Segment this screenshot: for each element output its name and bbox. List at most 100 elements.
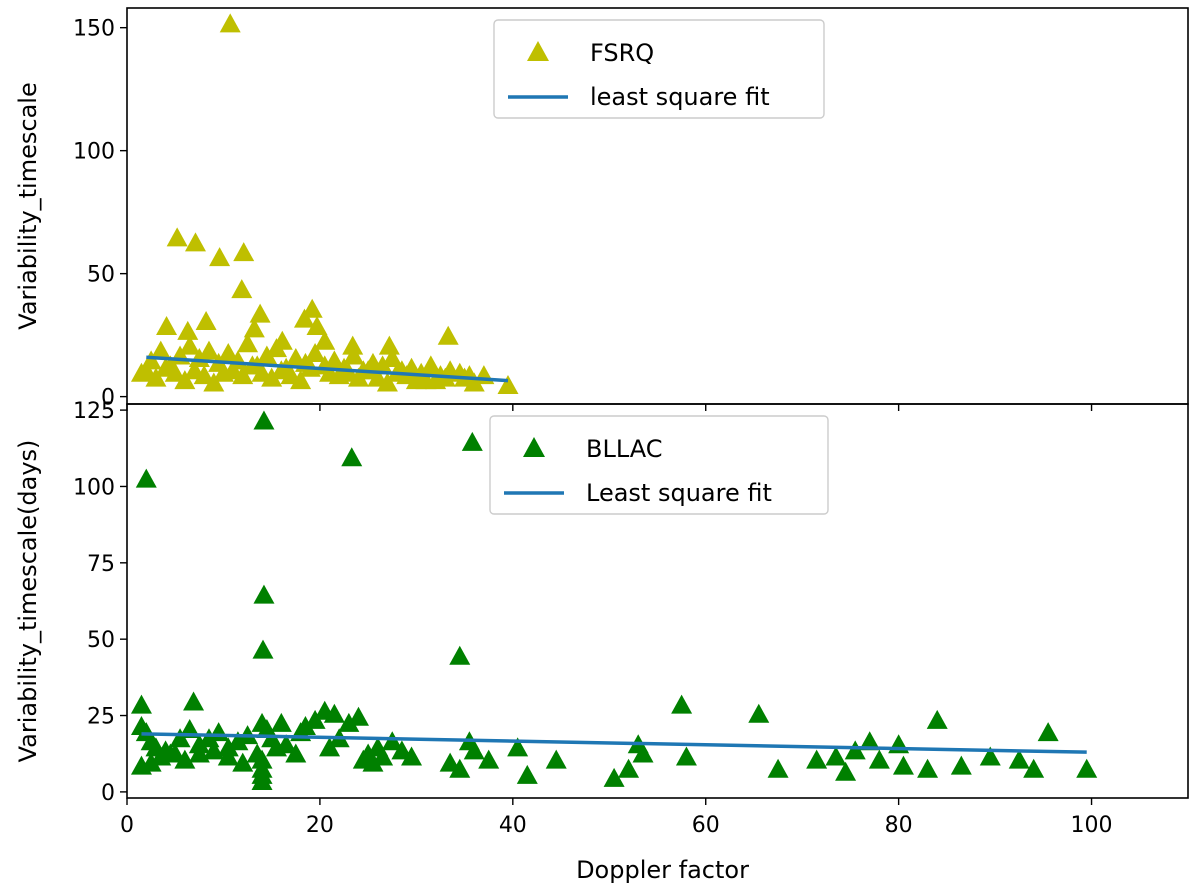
data-point	[212, 362, 234, 382]
data-point	[249, 303, 271, 323]
data-point	[463, 740, 485, 760]
y-axis-label: Variability_timescale(days)	[14, 440, 42, 763]
data-point	[767, 758, 789, 778]
data-point	[950, 755, 972, 775]
data-point	[227, 731, 249, 751]
data-point	[290, 370, 312, 390]
data-point	[323, 703, 345, 723]
data-point	[507, 737, 529, 757]
data-point	[306, 315, 328, 335]
data-point	[293, 308, 315, 328]
legend: BLLAC Least square fit	[489, 415, 829, 515]
data-point	[253, 584, 275, 604]
data-point	[314, 330, 336, 350]
data-point	[217, 746, 239, 766]
data-point	[195, 311, 217, 331]
data-point	[150, 340, 172, 360]
data-point	[174, 370, 196, 390]
data-point	[285, 743, 307, 763]
x-tick-label: 40	[499, 813, 527, 838]
legend: FSRQ least square fit	[493, 19, 825, 119]
data-point	[261, 367, 283, 387]
data-point	[463, 372, 485, 392]
data-point	[177, 320, 199, 340]
data-point	[859, 731, 881, 751]
data-point	[376, 372, 398, 392]
data-point	[835, 761, 857, 781]
data-point	[174, 749, 196, 769]
data-point	[270, 360, 292, 380]
data-point	[294, 715, 316, 735]
data-point	[301, 298, 323, 318]
data-points	[130, 410, 1098, 790]
data-point	[252, 639, 274, 659]
legend-box	[489, 415, 829, 515]
data-point	[497, 375, 519, 395]
data-point	[343, 345, 365, 365]
y-tick-label: 75	[87, 552, 115, 577]
legend-label-scatter: FSRQ	[590, 39, 654, 67]
y-tick-label: 0	[101, 781, 115, 806]
x-tick-label: 80	[885, 813, 913, 838]
data-point	[253, 410, 275, 430]
data-point	[280, 365, 302, 385]
data-point	[347, 706, 369, 726]
y-tick-label: 150	[73, 17, 115, 42]
legend-label-fit: least square fit	[590, 83, 770, 111]
y-tick-label: 100	[73, 140, 115, 165]
data-point	[926, 709, 948, 729]
data-point	[135, 468, 157, 488]
data-point	[341, 447, 363, 467]
data-point	[130, 694, 152, 714]
data-point	[231, 279, 253, 299]
legend-label-scatter: BLLAC	[586, 435, 663, 463]
data-point	[1008, 749, 1030, 769]
data-point	[232, 365, 254, 385]
data-point	[381, 347, 403, 367]
data-points	[130, 13, 519, 395]
data-point	[367, 367, 389, 387]
data-point	[342, 335, 364, 355]
data-point	[164, 362, 186, 382]
data-point	[425, 370, 447, 390]
data-point	[140, 752, 162, 772]
data-point	[243, 318, 265, 338]
data-point	[304, 343, 326, 363]
data-point	[516, 764, 538, 784]
data-point	[892, 755, 914, 775]
panel-bottom: 0 25 50 75 100 125 0 20 40 60 80 100 Variability_tim…	[14, 399, 1189, 884]
data-point	[266, 338, 288, 358]
data-point	[381, 731, 403, 751]
legend-box	[493, 19, 825, 119]
data-point	[159, 743, 181, 763]
data-point	[675, 746, 697, 766]
data-point	[338, 362, 360, 382]
panel-top: 0 50 100 150 Variability_timescale FSRQ least …	[14, 7, 1189, 411]
data-point	[449, 758, 471, 778]
data-point	[478, 749, 500, 769]
data-point	[1037, 722, 1059, 742]
x-tick-label: 60	[692, 813, 720, 838]
data-point	[545, 749, 567, 769]
data-point	[461, 431, 483, 451]
data-point	[135, 360, 157, 380]
data-point	[420, 355, 442, 375]
x-tick-label: 0	[120, 813, 134, 838]
data-point	[632, 743, 654, 763]
data-point	[362, 752, 384, 772]
data-point	[251, 362, 273, 382]
data-point	[378, 335, 400, 355]
data-point	[203, 372, 225, 392]
x-tick-label: 100	[1071, 813, 1113, 838]
y-tick-label: 100	[73, 475, 115, 500]
x-axis-label: Doppler factor	[576, 856, 749, 884]
data-point	[184, 360, 206, 380]
data-point	[155, 357, 177, 377]
data-point	[251, 770, 273, 790]
data-point	[193, 365, 215, 385]
data-point	[237, 333, 259, 353]
fit-line	[141, 732, 1087, 754]
data-point	[270, 712, 292, 732]
legend-label-fit: Least square fit	[586, 479, 772, 507]
